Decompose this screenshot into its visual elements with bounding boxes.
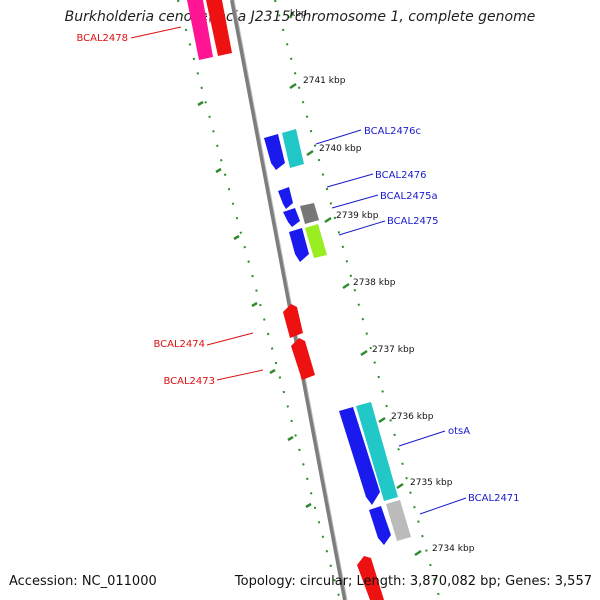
gene-feature-bcal2475a[interactable] [300,203,319,224]
accession-text: Accession: NC_011000 [9,574,157,589]
kbp-tick-left [251,301,258,308]
gene-feature-bcal2475[interactable] [305,224,327,258]
leader-bcal2478 [130,26,182,39]
genome-backbone-highlight [233,0,348,600]
kbp-tick [288,11,295,19]
kbp-tick [306,149,314,157]
gene-label-bcal2475a[interactable]: BCAL2475a [380,191,438,202]
left-dotted-track [177,0,341,600]
gene-feature-bcal2478-pink[interactable] [187,0,213,60]
kbp-label: 2734 kbp [432,544,475,554]
gene-feature-otsa[interactable] [356,402,398,501]
kbp-ticks [197,11,422,557]
gene-feature-bcal2476c[interactable] [282,129,304,168]
leader-otsa [398,430,446,447]
map-title: Burkholderia cenocepacia J2315 chromosom… [64,9,536,25]
gene-feature-bcal2476[interactable] [278,187,293,209]
gene-label-bcal2473[interactable]: BCAL2473 [163,376,215,387]
leader-bcal2475a [331,194,379,209]
gene-label-bcal2476[interactable]: BCAL2476 [375,170,427,181]
kbp-tick-left [305,502,312,509]
gene-feature-bcal2475a-blue[interactable] [283,208,300,227]
kbp-tick [289,82,297,90]
kbp-label: 2736 kbp [391,412,434,422]
gene-feature-bottom-red[interactable] [357,556,384,600]
kbp-tick [378,416,386,424]
leader-bcal2474 [206,332,254,346]
gene-label-bcal2475[interactable]: BCAL2475 [387,216,439,227]
leader-bcal2473 [216,369,264,381]
kbp-label: 2739 kbp [336,211,379,221]
leader-bcal2476c [315,129,362,145]
feature-separator [204,0,216,58]
kbp-tick-left [269,368,276,375]
kbp-tick [342,282,350,290]
gene-label-bcal2478[interactable]: BCAL2478 [76,33,128,44]
leader-bcal2471 [419,497,467,515]
genome-backbone [230,0,347,600]
kbp-label: 2740 kbp [319,144,362,154]
gene-feature-otsa-blue[interactable] [339,407,380,505]
kbp-tick-left [233,234,240,241]
gene-feature-bcal2476c-blue[interactable] [264,134,285,170]
kbp-tick-left [215,167,222,174]
kbp-label: 2735 kbp [410,478,453,488]
kbp-tick [396,482,404,490]
leader-bcal2476 [326,173,374,188]
kbp-tick [360,349,368,357]
kbp-tick [414,549,422,557]
kbp-tick-left [287,435,294,442]
genome-summary-text: Topology: circular; Length: 3,870,082 bp… [234,574,592,589]
kbp-label: 2741 kbp [303,76,346,86]
kbp-label: 2738 kbp [353,278,396,288]
gene-feature-bcal2471-blue[interactable] [369,506,391,545]
leader-bcal2475 [338,220,386,236]
gene-label-bcal2474[interactable]: BCAL2474 [153,339,205,350]
kbp-tick [324,216,332,224]
gene-feature-bcal2471[interactable] [386,500,411,541]
gene-feature-bcal2478[interactable] [206,0,232,56]
kbp-label: 2737 kbp [372,345,415,355]
kbp-tick-left [197,100,204,107]
gene-label-bcal2471[interactable]: BCAL2471 [468,493,520,504]
gene-feature-bcal2473[interactable] [291,338,315,380]
label-leaders [130,26,467,515]
gene-feature-bcal2474[interactable] [283,304,303,338]
right-dotted-track [274,0,441,600]
gene-label-otsa[interactable]: otsA [448,426,470,437]
gene-label-bcal2476c[interactable]: BCAL2476c [364,126,421,137]
kbp-label-partial: kbp [290,9,307,19]
gene-feature-bcal2475-blue[interactable] [289,228,309,262]
